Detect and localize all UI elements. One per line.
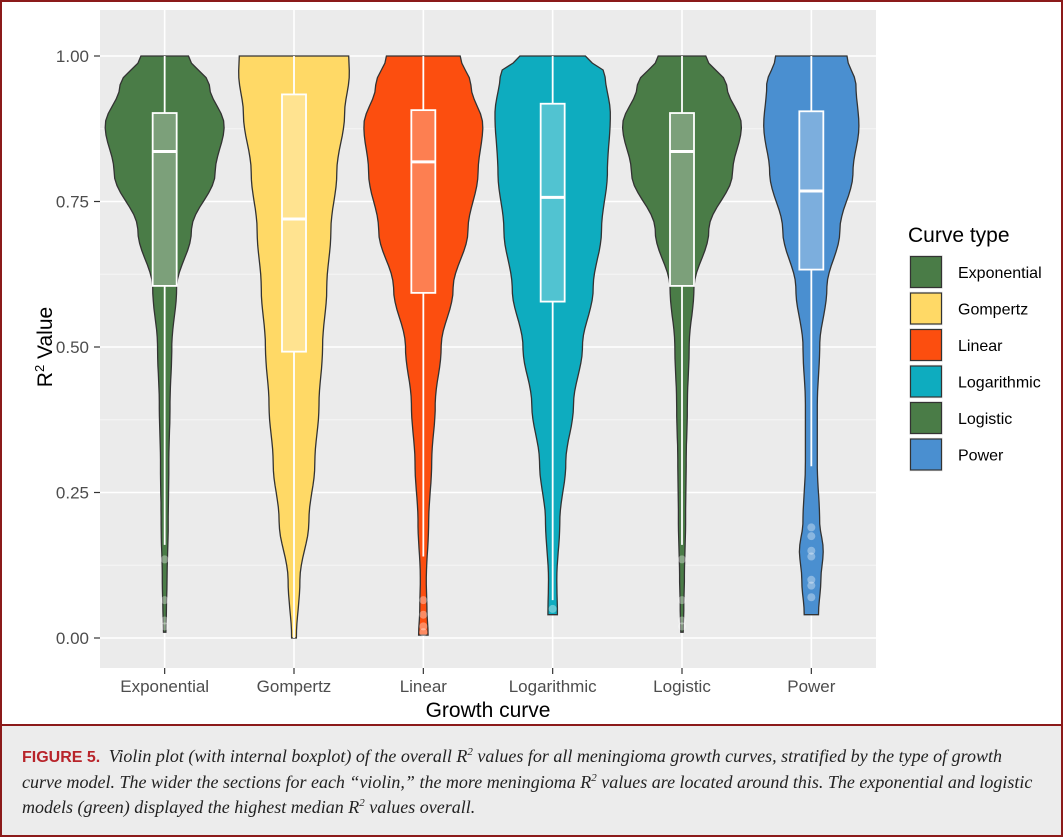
legend-label: Power	[958, 448, 1004, 465]
outlier-point	[419, 622, 428, 631]
boxplot-box	[410, 109, 437, 294]
y-tick-label: 0.50	[56, 338, 89, 357]
boxplot-box	[669, 112, 695, 287]
violin-logarithmic	[494, 55, 611, 616]
outlier-point	[160, 596, 169, 605]
x-tick-label: Gompertz	[257, 677, 332, 696]
y-tick-label: 0.25	[56, 484, 89, 503]
x-axis-title: Growth curve	[426, 699, 551, 722]
outlier-point	[807, 581, 816, 590]
y-axis: 0.00 0.25 0.50 0.75 1.00	[56, 47, 100, 648]
caption-sup-2: 2	[591, 772, 597, 784]
violin-power	[763, 55, 860, 616]
violin-logistic	[621, 55, 743, 633]
outlier-point	[807, 593, 816, 602]
x-tick-label: Exponential	[120, 677, 209, 696]
caption-sup-1: 2	[467, 746, 473, 758]
legend-label: Linear	[958, 338, 1003, 355]
legend-label: Gompertz	[958, 302, 1028, 319]
legend-swatch	[909, 365, 943, 398]
figure-caption: FIGURE 5. Violin plot (with internal box…	[22, 744, 1041, 820]
legend-title: Curve type	[908, 224, 1010, 247]
outlier-point	[678, 555, 686, 564]
outlier-point	[807, 532, 816, 541]
outlier-point	[419, 610, 428, 619]
outlier-point	[160, 616, 169, 625]
violin-linear	[363, 55, 484, 637]
boxplot-box	[151, 112, 178, 287]
legend-swatch	[909, 438, 943, 471]
figure-label: FIGURE 5.	[22, 749, 101, 766]
violin-body	[238, 55, 350, 639]
y-tick-label: 0.00	[56, 629, 89, 648]
x-tick-label: Linear	[400, 677, 448, 696]
outlier-point	[807, 575, 816, 584]
violin-gompertz	[238, 55, 350, 639]
outlier-point	[160, 622, 169, 631]
y-tick-label: 0.75	[56, 193, 89, 212]
legend-entry-power: Power	[909, 437, 1004, 472]
outlier-point	[807, 552, 816, 561]
caption-text-1: Violin plot (with internal boxplot) of t…	[104, 746, 468, 766]
legend-entry-gompertz: Gompertz	[909, 291, 1028, 326]
y-axis-title-main: R	[34, 372, 57, 387]
legend-swatch	[909, 255, 943, 289]
outlier-point	[419, 628, 428, 637]
violin-chart: 0.00 0.25 0.50 0.75 1.00 Exponential Gompertz…	[32, 10, 1042, 722]
outlier-point	[548, 604, 557, 613]
y-axis-title-rest: Value	[34, 307, 57, 365]
legend-entry-logarithmic: Logarithmic	[909, 364, 1041, 399]
caption-text-3: values are located around this. The expo…	[22, 772, 1033, 817]
caption-text-4: values overall.	[364, 797, 476, 817]
legend: Curve type Exponential Gompertz Linear Loga…	[908, 224, 1042, 472]
boxplot-box	[539, 102, 566, 303]
boxplot-box	[281, 93, 307, 353]
caption-text-2: values for all meningioma growth curves,…	[22, 746, 1002, 792]
legend-label: Logarithmic	[958, 375, 1041, 392]
outlier-point	[678, 596, 686, 605]
legend-entry-logistic: Logistic	[909, 401, 1012, 435]
legend-label: Exponential	[958, 265, 1042, 282]
legend-entry-exponential: Exponential	[909, 255, 1042, 289]
outlier-point	[807, 523, 816, 532]
legend-label: Logistic	[958, 411, 1012, 428]
legend-swatch	[909, 292, 943, 325]
y-axis-title-sup: 2	[32, 365, 47, 372]
violins	[104, 55, 860, 639]
outlier-point	[678, 616, 686, 625]
outlier-point	[419, 596, 428, 605]
y-tick-label: 1.00	[56, 47, 89, 66]
outlier-point	[678, 622, 686, 631]
legend-swatch	[909, 401, 943, 435]
legend-swatch	[909, 328, 943, 362]
caption-sup-3: 2	[359, 797, 365, 809]
x-tick-label: Logistic	[653, 677, 711, 696]
legend-entry-linear: Linear	[909, 328, 1003, 362]
caption-box: FIGURE 5. Violin plot (with internal box…	[2, 724, 1061, 835]
violin-exponential	[104, 55, 225, 633]
outlier-point	[160, 555, 169, 564]
x-tick-label: Power	[787, 677, 836, 696]
y-axis-title: R2 Value	[32, 307, 57, 387]
plot-panel	[100, 10, 876, 668]
x-tick-label: Logarithmic	[509, 677, 597, 696]
x-axis: Exponential Gompertz Linear Logarithmic Logi…	[120, 668, 836, 696]
outlier-point	[807, 546, 816, 555]
